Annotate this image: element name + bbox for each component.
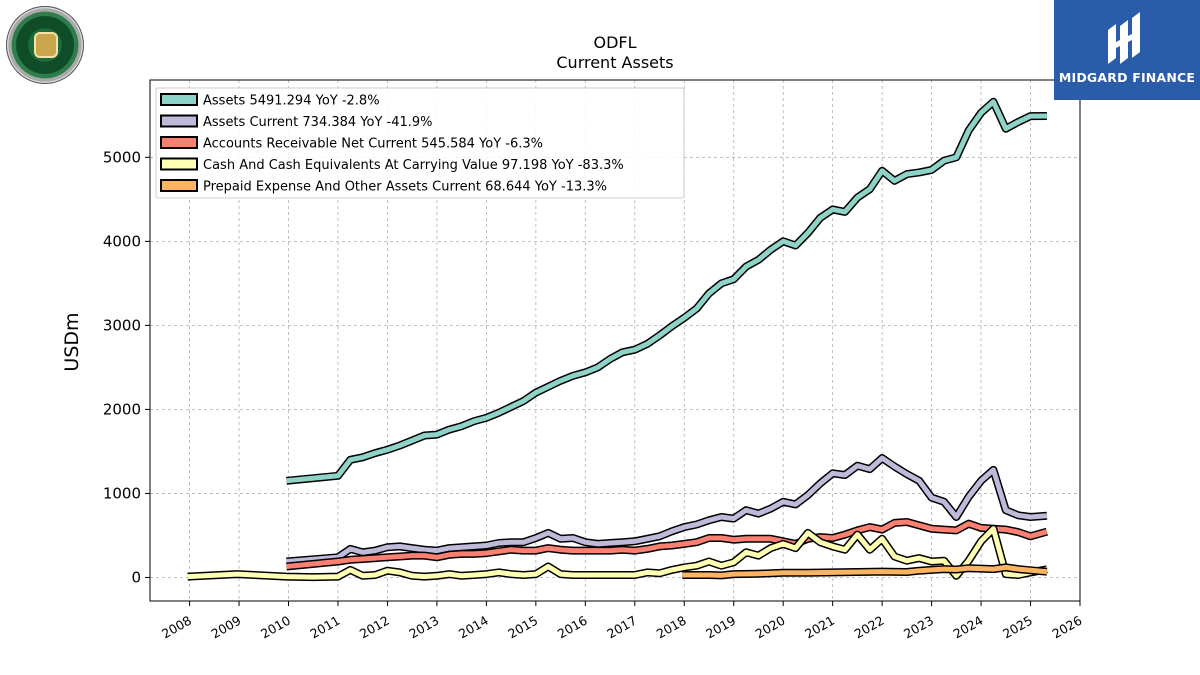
legend: Assets 5491.294 YoY -2.8% Assets Current …	[155, 87, 685, 199]
chart-subtitle: Current Assets	[556, 53, 673, 72]
legend-label: Assets Current 734.384 YoY -41.9%	[203, 115, 433, 130]
x-axis: 2008 2009 2010 2011 2012 2013 2014 2015 2016 2017…	[159, 601, 1085, 642]
x-tick-label: 2018	[654, 613, 689, 642]
x-tick-label: 2020	[753, 613, 788, 642]
legend-box	[155, 87, 685, 199]
legend-label: Cash And Cash Equivalents At Carrying Va…	[203, 158, 624, 173]
legend-swatch	[160, 114, 198, 128]
x-tick-label: 2024	[951, 613, 986, 642]
series-layer	[187, 97, 1048, 582]
legend-label: Assets 5491.294 YoY -2.8%	[203, 94, 380, 109]
midgard-logo-mark-icon	[1108, 12, 1140, 64]
x-tick-label: 2014	[456, 613, 491, 642]
x-tick-label: 2017	[604, 613, 639, 642]
legend-label: Accounts Receivable Net Current 545.584 …	[203, 137, 543, 152]
legend-swatch	[160, 157, 198, 171]
y-axis: 0 1000 2000 3000 4000 5000	[103, 148, 150, 586]
x-tick-label: 2008	[159, 613, 194, 642]
series-line-2	[286, 519, 1048, 569]
y-tick-label: 5000	[103, 148, 141, 166]
x-tick-label: 2009	[208, 613, 243, 642]
x-tick-label: 2023	[901, 613, 936, 642]
legend-swatch	[160, 136, 198, 149]
x-tick-label: 2025	[1000, 613, 1035, 642]
x-tick-label: 2026	[1049, 613, 1084, 642]
series-line-1	[286, 455, 1048, 564]
x-tick-label: 2013	[406, 613, 441, 642]
y-tick-label: 4000	[103, 232, 141, 250]
y-tick-label: 3000	[103, 316, 141, 334]
x-tick-label: 2022	[852, 613, 887, 642]
x-tick-label: 2012	[357, 613, 392, 642]
series-line-0	[286, 99, 1047, 484]
legend-label: Prepaid Expense And Other Assets Current…	[203, 180, 607, 195]
x-tick-label: 2015	[505, 613, 540, 642]
series-line-4	[682, 564, 1048, 578]
y-tick-label: 0	[131, 568, 141, 586]
odfl-logo	[6, 6, 84, 84]
y-tick-label: 1000	[103, 484, 141, 502]
y-axis-label: USDm	[61, 312, 83, 371]
x-tick-label: 2010	[258, 613, 293, 642]
legend-swatch	[160, 179, 198, 192]
x-tick-label: 2019	[703, 613, 738, 642]
chart-title: ODFL	[593, 33, 636, 52]
series-line-3	[187, 526, 1048, 580]
midgard-finance-logo: MIDGARD FINANCE	[1054, 0, 1200, 100]
plot-frame	[149, 79, 1081, 602]
x-tick-label: 2021	[802, 613, 837, 642]
y-tick-label: 2000	[103, 400, 141, 418]
x-tick-label: 2011	[307, 613, 342, 642]
legend-swatch	[160, 93, 198, 106]
x-tick-label: 2016	[555, 613, 590, 642]
brand-name: MIDGARD FINANCE	[1058, 70, 1196, 85]
odfl-logo-emblem-icon	[34, 32, 58, 58]
